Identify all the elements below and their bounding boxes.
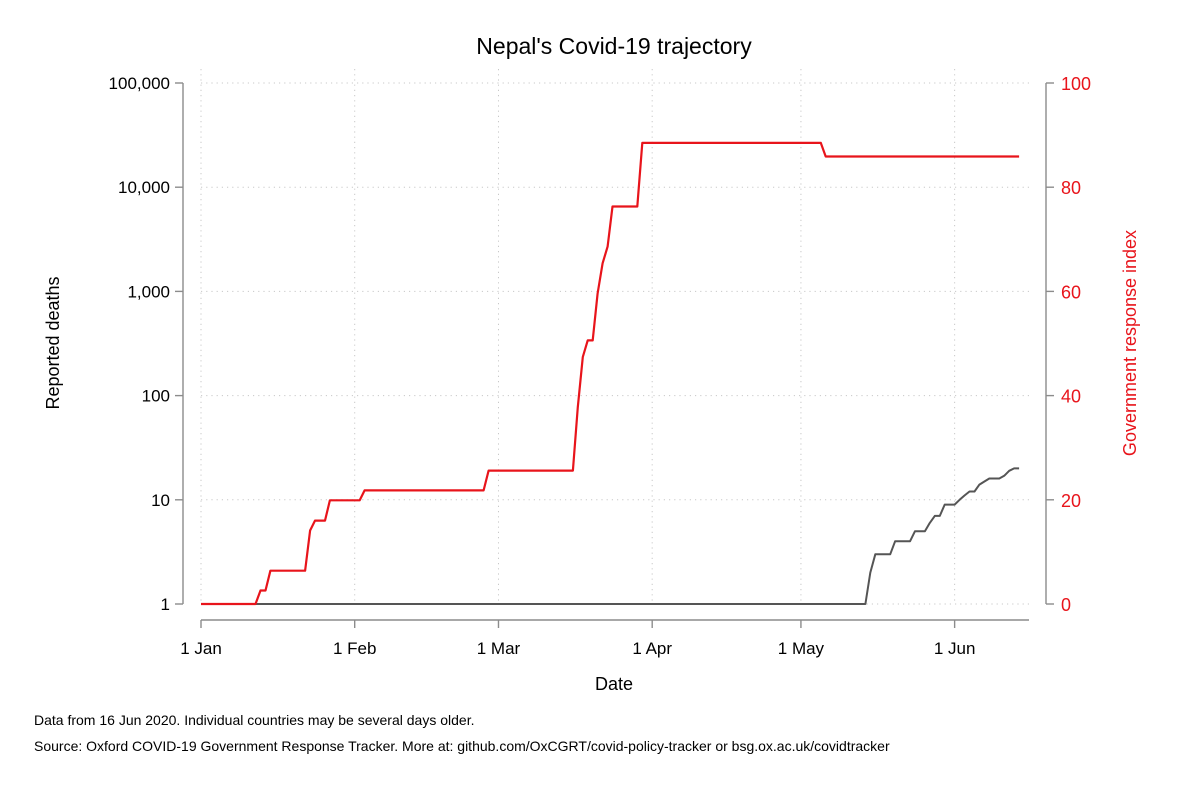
y2-tick-label: 100 bbox=[1061, 74, 1091, 94]
chart-title: Nepal's Covid-19 trajectory bbox=[476, 33, 752, 59]
x-tick-label: 1 Jun bbox=[934, 639, 976, 658]
series-lines bbox=[201, 141, 1020, 606]
y2-tick-label: 20 bbox=[1061, 491, 1081, 511]
y-tick-label: 1 bbox=[161, 595, 170, 614]
source-note: Source: Oxford COVID-19 Government Respo… bbox=[34, 738, 890, 754]
y-tick-label: 10,000 bbox=[118, 178, 170, 197]
response-index-line bbox=[201, 141, 1020, 606]
x-tick-label: 1 Feb bbox=[333, 639, 376, 658]
x-axis-label: Date bbox=[595, 674, 633, 694]
y2-tick-label: 80 bbox=[1061, 178, 1081, 198]
chart: Nepal's Covid-19 trajectory 1101001,0001… bbox=[43, 33, 1140, 694]
x-tick-label: 1 Jan bbox=[180, 639, 222, 658]
y-tick-label: 100 bbox=[142, 387, 170, 406]
axes: 1 10 100 1,000 10,000 100,000 0 20 40 60 80 100 1 Ja… bbox=[109, 74, 1092, 658]
y2-tick-label: 40 bbox=[1061, 387, 1081, 407]
y-tick-label: 10 bbox=[151, 491, 170, 510]
data-date-note: Data from 16 Jun 2020. Individual countr… bbox=[34, 712, 475, 728]
y-tick-label: 1,000 bbox=[127, 282, 170, 301]
y2-axis-label: Government response index bbox=[1120, 230, 1140, 456]
x-tick-label: 1 Mar bbox=[477, 639, 521, 658]
deaths-line bbox=[201, 467, 1020, 605]
grid bbox=[200, 69, 1029, 605]
x-tick-label: 1 May bbox=[778, 639, 825, 658]
y-tick-label: 100,000 bbox=[109, 74, 170, 93]
x-tick-label: 1 Apr bbox=[632, 639, 672, 658]
y2-tick-label: 0 bbox=[1061, 595, 1071, 615]
y-axis-label: Reported deaths bbox=[43, 276, 63, 409]
y2-tick-label: 60 bbox=[1061, 282, 1081, 302]
